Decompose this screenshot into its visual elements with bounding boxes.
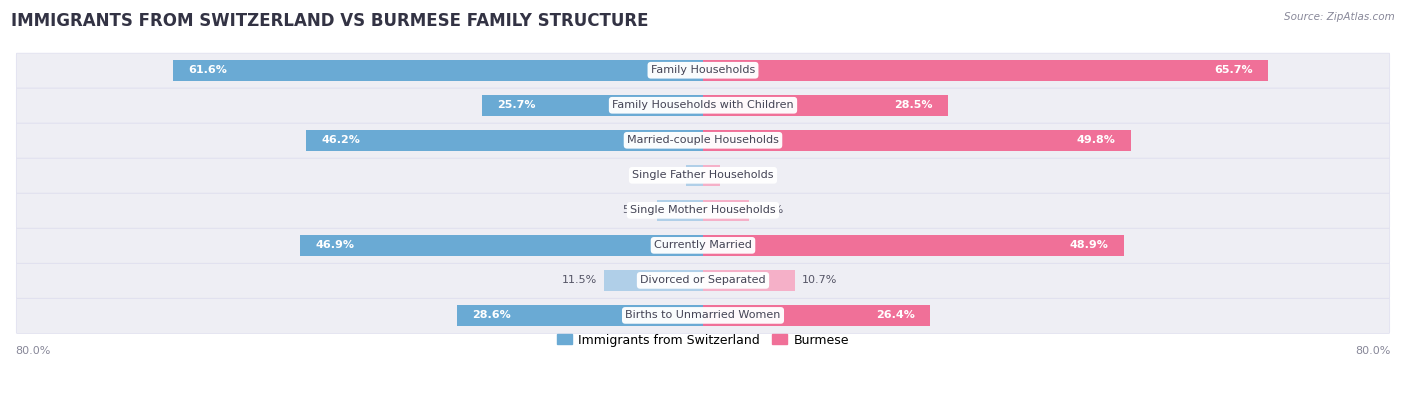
Text: 28.5%: 28.5%	[894, 100, 932, 110]
Text: 5.3%: 5.3%	[755, 205, 783, 215]
Text: 80.0%: 80.0%	[1355, 346, 1391, 356]
FancyBboxPatch shape	[17, 193, 1389, 228]
Text: IMMIGRANTS FROM SWITZERLAND VS BURMESE FAMILY STRUCTURE: IMMIGRANTS FROM SWITZERLAND VS BURMESE F…	[11, 12, 648, 30]
Bar	[686, 165, 703, 186]
Bar	[703, 235, 1123, 256]
Bar	[703, 199, 748, 221]
Text: 46.2%: 46.2%	[321, 135, 360, 145]
Text: Single Mother Households: Single Mother Households	[630, 205, 776, 215]
Text: 2.0%: 2.0%	[727, 170, 755, 180]
FancyBboxPatch shape	[17, 298, 1389, 333]
FancyBboxPatch shape	[17, 228, 1389, 263]
Text: Family Households with Children: Family Households with Children	[612, 100, 794, 110]
FancyBboxPatch shape	[17, 123, 1389, 158]
Text: 28.6%: 28.6%	[472, 310, 512, 320]
Text: 11.5%: 11.5%	[562, 275, 598, 285]
Text: 46.9%: 46.9%	[315, 241, 354, 250]
FancyBboxPatch shape	[17, 88, 1389, 123]
Text: 48.9%: 48.9%	[1069, 241, 1108, 250]
Text: Currently Married: Currently Married	[654, 241, 752, 250]
Bar	[605, 270, 703, 291]
Text: Births to Unmarried Women: Births to Unmarried Women	[626, 310, 780, 320]
Text: 5.3%: 5.3%	[623, 205, 651, 215]
Text: 61.6%: 61.6%	[188, 65, 228, 75]
Bar	[482, 94, 703, 116]
Text: 80.0%: 80.0%	[15, 346, 51, 356]
FancyBboxPatch shape	[17, 263, 1389, 298]
Bar	[173, 60, 703, 81]
Bar	[658, 199, 703, 221]
Text: 65.7%: 65.7%	[1213, 65, 1253, 75]
Bar	[703, 60, 1268, 81]
Text: 25.7%: 25.7%	[498, 100, 536, 110]
Text: 26.4%: 26.4%	[876, 310, 914, 320]
Bar	[703, 130, 1132, 151]
Text: Source: ZipAtlas.com: Source: ZipAtlas.com	[1284, 12, 1395, 22]
Text: Family Households: Family Households	[651, 65, 755, 75]
Bar	[457, 305, 703, 326]
Text: Married-couple Households: Married-couple Households	[627, 135, 779, 145]
Bar	[305, 130, 703, 151]
Bar	[703, 270, 794, 291]
Text: 49.8%: 49.8%	[1077, 135, 1116, 145]
FancyBboxPatch shape	[17, 53, 1389, 88]
Text: 10.7%: 10.7%	[801, 275, 838, 285]
Text: Divorced or Separated: Divorced or Separated	[640, 275, 766, 285]
Bar	[703, 94, 948, 116]
Text: 2.0%: 2.0%	[651, 170, 679, 180]
Bar	[299, 235, 703, 256]
Bar	[703, 165, 720, 186]
Text: Single Father Households: Single Father Households	[633, 170, 773, 180]
Bar	[703, 305, 929, 326]
FancyBboxPatch shape	[17, 158, 1389, 193]
Legend: Immigrants from Switzerland, Burmese: Immigrants from Switzerland, Burmese	[553, 329, 853, 352]
